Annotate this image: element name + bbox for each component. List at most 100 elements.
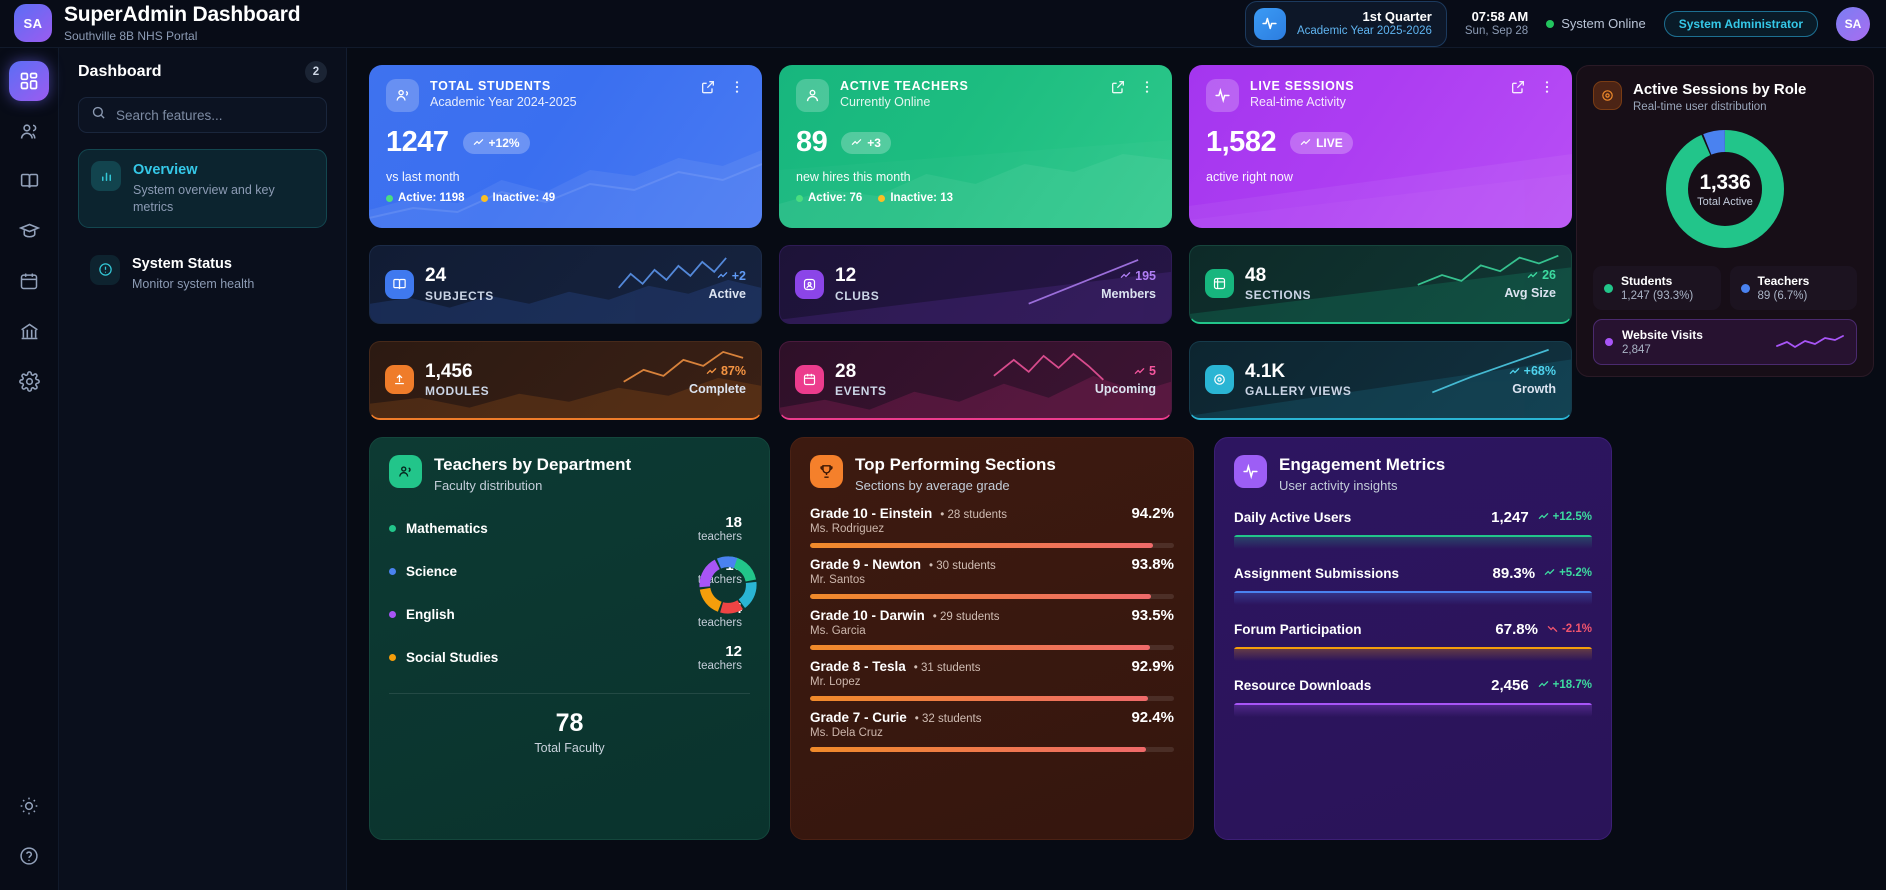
stat-card-gallery-views[interactable]: 4.1K GALLERY VIEWS +68% Growth — [1189, 341, 1572, 420]
dept-name: Science — [406, 564, 458, 580]
sidebar-item-system-status[interactable]: System Status Monitor system health — [78, 244, 327, 304]
section-teacher: Ms. Dela Cruz — [810, 727, 883, 740]
rail-item-dashboard[interactable] — [9, 61, 49, 101]
alert-circle-icon — [90, 254, 120, 285]
active-dot-icon — [386, 194, 393, 202]
kpi-label: ACTIVE TEACHERS — [840, 79, 969, 93]
pulse-icon — [1206, 79, 1239, 112]
stat-delta: 26 — [1504, 268, 1556, 282]
legend-students-name: Students — [1621, 274, 1673, 288]
active-dot-icon — [796, 194, 803, 202]
brand-logo: SA — [14, 4, 52, 43]
panel-title: Top Performing Sections — [855, 455, 1056, 474]
stat-caption: Avg Size — [1504, 286, 1556, 300]
stat-caption: Growth — [1512, 382, 1556, 396]
calendar-icon — [795, 365, 824, 395]
stat-value: 4.1K — [1245, 360, 1286, 382]
kpi-value: 1,582 — [1206, 126, 1277, 158]
sessions-title: Active Sessions by Role — [1633, 81, 1807, 98]
section-row[interactable]: Grade 8 - Tesla • 31 students 92.9% Mr. … — [810, 658, 1174, 702]
stat-caption: Active — [708, 286, 746, 301]
kpi-breakdown: Active: 1198 Inactive: 49 — [386, 192, 745, 204]
section-progress-bar — [810, 696, 1174, 702]
sidebar-item-overview[interactable]: Overview System overview and key metrics — [78, 149, 327, 228]
section-percent: 92.9% — [1131, 658, 1174, 676]
dept-dot-icon — [389, 525, 396, 533]
rail-item-settings[interactable] — [9, 361, 49, 401]
more-options-icon[interactable] — [1139, 79, 1155, 100]
quarter-label: 1st Quarter — [1362, 8, 1432, 24]
more-options-icon[interactable] — [729, 79, 745, 100]
open-external-icon[interactable] — [1510, 79, 1526, 100]
bar-chart-icon — [91, 161, 121, 191]
stat-label: SUBJECTS — [425, 288, 494, 303]
open-external-icon[interactable] — [1110, 79, 1126, 100]
section-row[interactable]: Grade 10 - Darwin • 29 students 93.5% Ms… — [810, 607, 1174, 651]
dept-unit: teachers — [697, 531, 742, 544]
kpi-sublabel: Real-time Activity — [1250, 95, 1346, 109]
dept-name: Social Studies — [406, 650, 499, 666]
role-badge[interactable]: System Administrator — [1663, 10, 1818, 37]
stat-card-modules[interactable]: 1,456 MODULES 87% Complete — [369, 341, 762, 420]
rail-item-library[interactable] — [9, 161, 49, 201]
quarter-indicator[interactable]: 1st Quarter Academic Year 2025-2026 — [1244, 0, 1447, 47]
kpi-card-total-students[interactable]: TOTAL STUDENTS Academic Year 2024-2025 1… — [369, 65, 762, 228]
panel-subtitle: Sections by average grade — [855, 478, 1010, 494]
clock: 07:58 AM Sun, Sep 28 — [1465, 9, 1528, 38]
dept-dot-icon — [389, 611, 396, 619]
section-name: Grade 9 - Newton — [810, 557, 922, 573]
rail-item-users[interactable] — [9, 111, 49, 151]
rail-item-calendar[interactable] — [9, 261, 49, 301]
avatar[interactable]: SA — [1836, 6, 1870, 41]
status-dot-icon — [1546, 19, 1555, 28]
rail-item-academics[interactable] — [9, 211, 49, 251]
dept-dot-icon — [389, 654, 396, 662]
legend-students-value: 1,247 (93.3%) — [1621, 290, 1694, 302]
visits-value: 2,847 — [1622, 344, 1651, 356]
eye-icon — [1593, 81, 1622, 110]
kpi-value: 1247 — [386, 126, 449, 158]
kpi-active: Active: 76 — [808, 192, 863, 204]
bottom-panel-grid: Teachers by Department Faculty distribut… — [369, 437, 1874, 840]
search-box[interactable] — [78, 97, 327, 133]
teachers-group-icon — [389, 455, 422, 488]
section-teacher: Ms. Garcia — [810, 625, 866, 638]
search-input[interactable] — [116, 107, 314, 123]
section-row[interactable]: Grade 7 - Curie • 32 students 92.4% Ms. … — [810, 709, 1174, 753]
dept-count: 12 — [725, 642, 742, 660]
panel-title: Teachers by Department — [434, 455, 632, 474]
stat-label: CLUBS — [835, 288, 880, 303]
kpi-note: active right now — [1206, 170, 1293, 184]
club-icon — [795, 269, 824, 299]
open-external-icon[interactable] — [700, 79, 716, 100]
stat-delta: 195 — [1101, 269, 1156, 283]
rail-item-theme-toggle[interactable] — [9, 786, 49, 826]
more-options-icon[interactable] — [1539, 79, 1555, 100]
kpi-card-active-teachers[interactable]: ACTIVE TEACHERS Currently Online 89 +3 — [779, 65, 1172, 228]
inactive-dot-icon — [480, 194, 488, 202]
stat-value: 24 — [425, 265, 447, 287]
section-name: Grade 7 - Curie — [810, 710, 907, 726]
stat-card-events[interactable]: 28 EVENTS 5 Upcoming — [779, 341, 1172, 420]
status-label: System Online — [1561, 16, 1646, 31]
stat-card-clubs[interactable]: 12 CLUBS 195 Members — [779, 245, 1172, 324]
section-name: Grade 8 - Tesla — [810, 659, 906, 675]
metric-name: Resource Downloads — [1234, 678, 1372, 694]
metric-delta: +18.7% — [1538, 679, 1592, 691]
sparkline-area — [369, 150, 762, 228]
donut-total-value: 1,336 — [1699, 170, 1751, 194]
stat-card-subjects[interactable]: 24 SUBJECTS +2 Active — [369, 245, 762, 324]
stat-card-sections[interactable]: 48 SECTIONS 26 Avg Size — [1189, 245, 1572, 324]
rail-item-help[interactable] — [9, 836, 49, 876]
panel-header: Teachers by Department Faculty distribut… — [389, 455, 750, 493]
section-row[interactable]: Grade 9 - Newton • 30 students 93.8% Mr.… — [810, 556, 1174, 600]
stat-delta: +2 — [708, 269, 746, 283]
kpi-card-live-sessions[interactable]: LIVE SESSIONS Real-time Activity 1,582 L… — [1189, 65, 1572, 228]
kpi-active: Active: 1198 — [398, 192, 465, 204]
status-badge: System Online — [1546, 16, 1646, 31]
section-row[interactable]: Grade 10 - Einstein • 28 students 94.2% … — [810, 505, 1174, 549]
eye-icon — [1205, 365, 1234, 395]
book-icon — [385, 269, 414, 299]
dept-unit: teachers — [697, 617, 742, 630]
rail-item-institution[interactable] — [9, 311, 49, 351]
